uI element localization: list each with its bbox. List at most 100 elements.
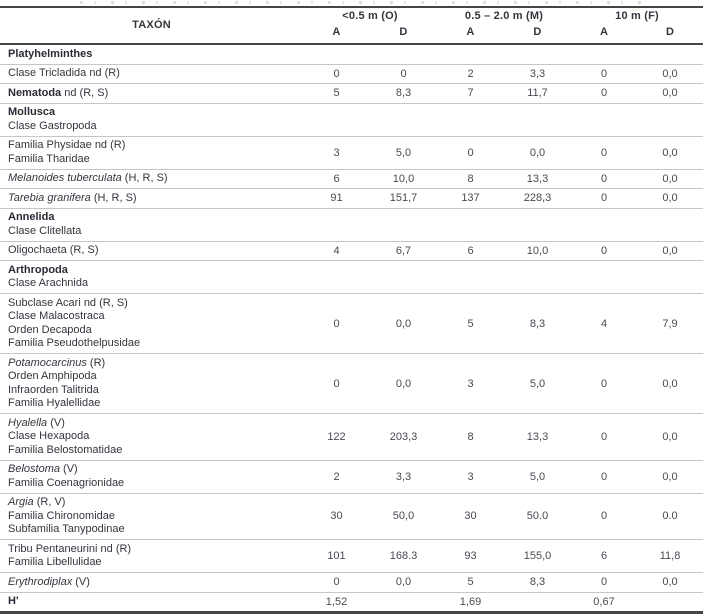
value-cell: 30 <box>464 510 477 523</box>
col-density-deep: D <box>665 26 675 38</box>
value-cell: 7 <box>467 87 474 100</box>
value-cell <box>437 44 504 64</box>
taxon-cell: H' <box>8 595 19 607</box>
value-cell <box>637 44 703 64</box>
value-cell: 5 <box>467 317 474 330</box>
value-cell: 0,0 <box>395 576 412 589</box>
value-cell: 2 <box>333 470 340 483</box>
taxon-cell: Tarebia granifera (H, R, S) <box>8 191 137 204</box>
value-cell: 5 <box>333 87 340 100</box>
col-abundance-deep: A <box>599 26 609 38</box>
value-cell <box>370 592 437 613</box>
value-cell: 0 <box>600 67 608 80</box>
value-cell: 10,0 <box>526 244 549 257</box>
depth-group-shallow: <0.5 m (O) <box>342 10 398 22</box>
value-cell: 0 <box>600 244 608 257</box>
value-cell: 6,7 <box>395 244 412 257</box>
taxon-cell: Annelida Clase Clitellata <box>8 211 82 237</box>
value-cell: 168.3 <box>389 550 418 562</box>
value-cell: 137 <box>461 192 480 205</box>
value-cell: 0 <box>600 377 608 390</box>
taxon-cell: Hyalella (V) Clase Hexapoda Familia Belost… <box>8 416 123 456</box>
value-cell <box>370 103 437 136</box>
value-cell: 122 <box>327 430 346 443</box>
value-cell <box>637 261 703 294</box>
value-cell: 6 <box>467 244 474 257</box>
table-row: Platyhelminthes <box>0 44 703 64</box>
value-cell: 6 <box>600 550 608 562</box>
value-cell: 0,0 <box>662 430 678 443</box>
col-density-shallow: D <box>399 26 408 38</box>
value-cell: 8 <box>467 430 474 443</box>
table-row: Arthropoda Clase Arachnida <box>0 261 703 294</box>
value-cell: 0,0 <box>662 470 678 483</box>
table-row: Tarebia granifera (H, R, S) 91 151,7 137 228… <box>0 189 703 208</box>
value-cell <box>437 208 504 241</box>
value-cell: 0,0 <box>662 146 678 159</box>
value-cell: 11,7 <box>527 87 548 100</box>
value-cell: 3 <box>333 146 340 159</box>
value-cell: 8 <box>467 172 474 185</box>
taxon-cell: Melanoides tuberculata (H, R, S) <box>8 172 168 184</box>
value-cell: 0,0 <box>395 317 412 330</box>
value-cell: 0,0 <box>395 377 412 390</box>
value-cell: 1,69 <box>459 595 482 608</box>
value-cell: 5,0 <box>529 470 546 483</box>
taxon-cell: Erythrodiplax (V) <box>8 575 90 588</box>
value-cell: 0,0 <box>529 146 546 159</box>
value-cell <box>303 261 370 294</box>
value-cell: 1,52 <box>325 595 348 608</box>
header-sub-row: A D A D A D <box>0 25 703 44</box>
value-cell: 0,0 <box>662 192 678 205</box>
value-cell <box>637 592 703 613</box>
value-cell <box>637 103 703 136</box>
value-cell: 10,0 <box>392 172 415 185</box>
table-row: Subclase Acari nd (R, S) Clase Malacostra… <box>0 294 703 354</box>
taxon-cell: Tribu Pentaneurini nd (R) Familia Libellu… <box>8 542 132 569</box>
value-cell: 4 <box>333 244 340 257</box>
value-cell <box>571 103 637 136</box>
col-abundance-mid: A <box>466 26 475 38</box>
value-cell: 0 <box>400 67 407 80</box>
table-row: Melanoides tuberculata (H, R, S) 6 10,0 8 13… <box>0 169 703 189</box>
value-cell <box>504 44 571 64</box>
value-cell <box>437 103 504 136</box>
value-cell: 0 <box>333 317 340 330</box>
value-cell: 0,0 <box>662 377 678 390</box>
taxon-cell: Familia Physidae nd (R) Familia Tharidae <box>8 139 126 165</box>
value-cell <box>571 208 637 241</box>
value-cell: 0 <box>333 377 340 390</box>
taxon-cell: Argia (R, V) Familia Chironomidae Subfamil… <box>8 496 125 535</box>
value-cell: 91 <box>330 192 343 205</box>
value-cell: 93 <box>464 550 477 562</box>
value-cell <box>370 44 437 64</box>
value-cell: 11,8 <box>659 550 681 562</box>
value-cell: 3,3 <box>529 67 546 80</box>
value-cell: 5 <box>467 576 474 589</box>
value-cell: 3 <box>467 470 474 483</box>
value-cell: 5,0 <box>529 377 546 390</box>
taxon-cell: Belostoma (V) Familia Coenagrionidae <box>8 463 125 489</box>
value-cell: 203,3 <box>389 430 418 443</box>
value-cell: 0 <box>333 576 340 589</box>
taxon-cell: Mollusca Clase Gastropoda <box>8 106 97 132</box>
depth-group-deep: 10 m (F) <box>615 10 659 22</box>
table-row: Mollusca Clase Gastropoda <box>0 103 703 136</box>
value-cell <box>504 592 571 613</box>
value-cell: 0 <box>600 510 608 523</box>
value-cell: 0,0 <box>662 244 678 257</box>
value-cell: 0 <box>600 576 608 589</box>
value-cell <box>504 103 571 136</box>
table-row: Argia (R, V) Familia Chironomidae Subfamil… <box>0 493 703 540</box>
value-cell: 0 <box>600 146 608 159</box>
header-group-row: TAXÓN <0.5 m (O) 0.5 – 2.0 m (M) 10 m (F… <box>0 7 703 31</box>
value-cell: 5,0 <box>395 146 412 159</box>
taxon-cell: Nematoda nd (R, S) <box>8 86 109 99</box>
value-cell <box>437 261 504 294</box>
value-cell: 0,0 <box>662 576 678 589</box>
value-cell: 8,3 <box>529 576 546 589</box>
table-row: Nematoda nd (R, S) 5 8,3 7 11,7 0 0,0 <box>0 84 703 103</box>
taxon-cell: Platyhelminthes <box>8 47 93 60</box>
value-cell <box>571 261 637 294</box>
